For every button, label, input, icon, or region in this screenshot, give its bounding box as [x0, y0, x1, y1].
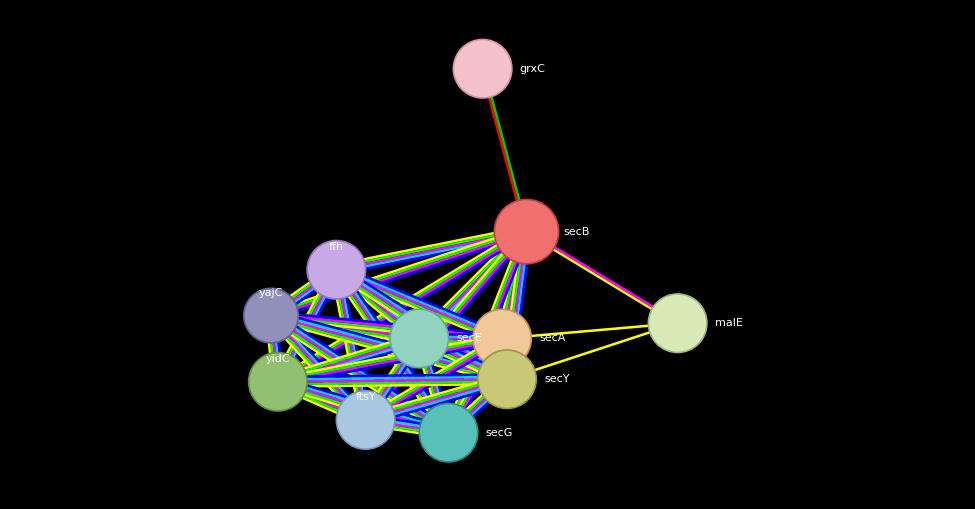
- Text: secY: secY: [544, 374, 569, 384]
- Text: ffh: ffh: [329, 242, 344, 252]
- Ellipse shape: [419, 404, 478, 462]
- Ellipse shape: [390, 309, 448, 367]
- Ellipse shape: [249, 353, 307, 411]
- Text: secG: secG: [486, 428, 513, 438]
- Text: secB: secB: [564, 227, 590, 237]
- Text: grxC: grxC: [520, 64, 546, 74]
- Ellipse shape: [478, 350, 536, 408]
- Ellipse shape: [494, 200, 559, 264]
- Text: secA: secA: [539, 333, 566, 344]
- Ellipse shape: [473, 309, 531, 367]
- Ellipse shape: [336, 391, 395, 449]
- Text: secE: secE: [456, 333, 482, 344]
- Ellipse shape: [244, 288, 298, 343]
- Text: ftsY: ftsY: [355, 392, 376, 402]
- Text: malE: malE: [715, 318, 743, 328]
- Text: yajC: yajC: [259, 288, 284, 298]
- Text: yidC: yidC: [265, 354, 291, 364]
- Ellipse shape: [648, 294, 707, 352]
- Ellipse shape: [307, 241, 366, 299]
- Ellipse shape: [453, 40, 512, 98]
